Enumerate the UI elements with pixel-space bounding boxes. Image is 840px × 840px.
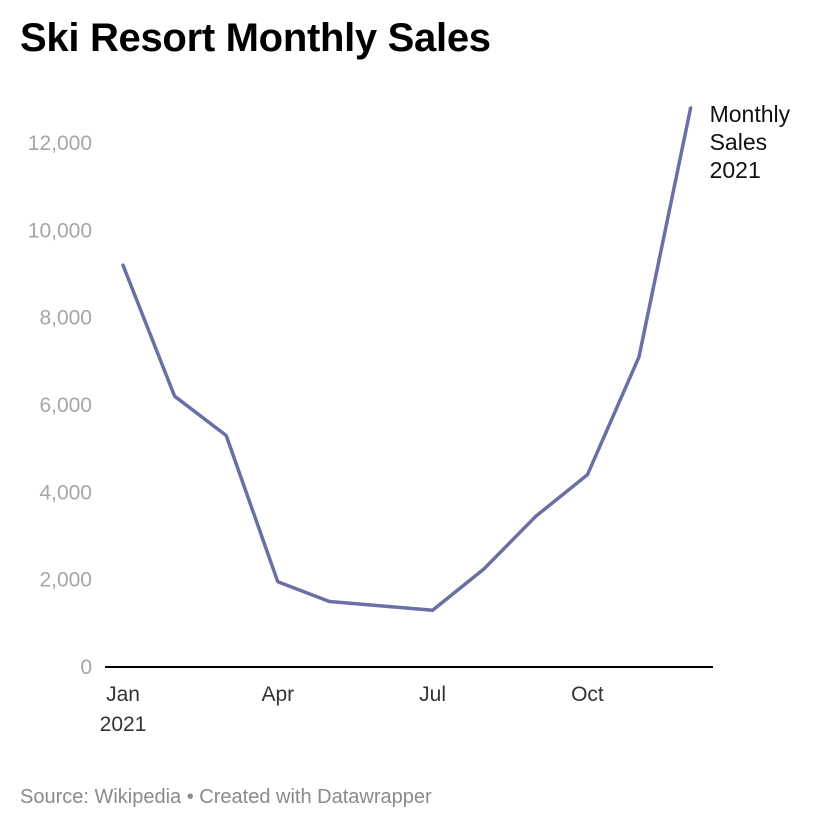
x-year-label: 2021 [100,713,147,736]
y-tick-label: 4,000 [39,481,92,504]
series-line [121,106,693,612]
source-credit: Source: Wikipedia • Created with Datawra… [20,786,432,808]
y-tick-label: 6,000 [39,394,92,417]
series-label: Sales [710,129,768,155]
y-tick-label: 2,000 [39,569,92,592]
y-tick-label: 10,000 [28,219,92,242]
y-tick-label: 0 [80,656,92,679]
chart-title: Ski Resort Monthly Sales [20,16,491,60]
x-tick-label: Jan [106,683,140,706]
x-tick-label: Apr [261,683,294,706]
y-tick-label: 12,000 [28,132,92,155]
x-tick-label: Oct [571,683,604,706]
series-label: 2021 [710,157,761,183]
x-tick-label: Jul [419,683,446,706]
y-tick-label: 8,000 [39,307,92,330]
series-label: Monthly [710,101,791,127]
